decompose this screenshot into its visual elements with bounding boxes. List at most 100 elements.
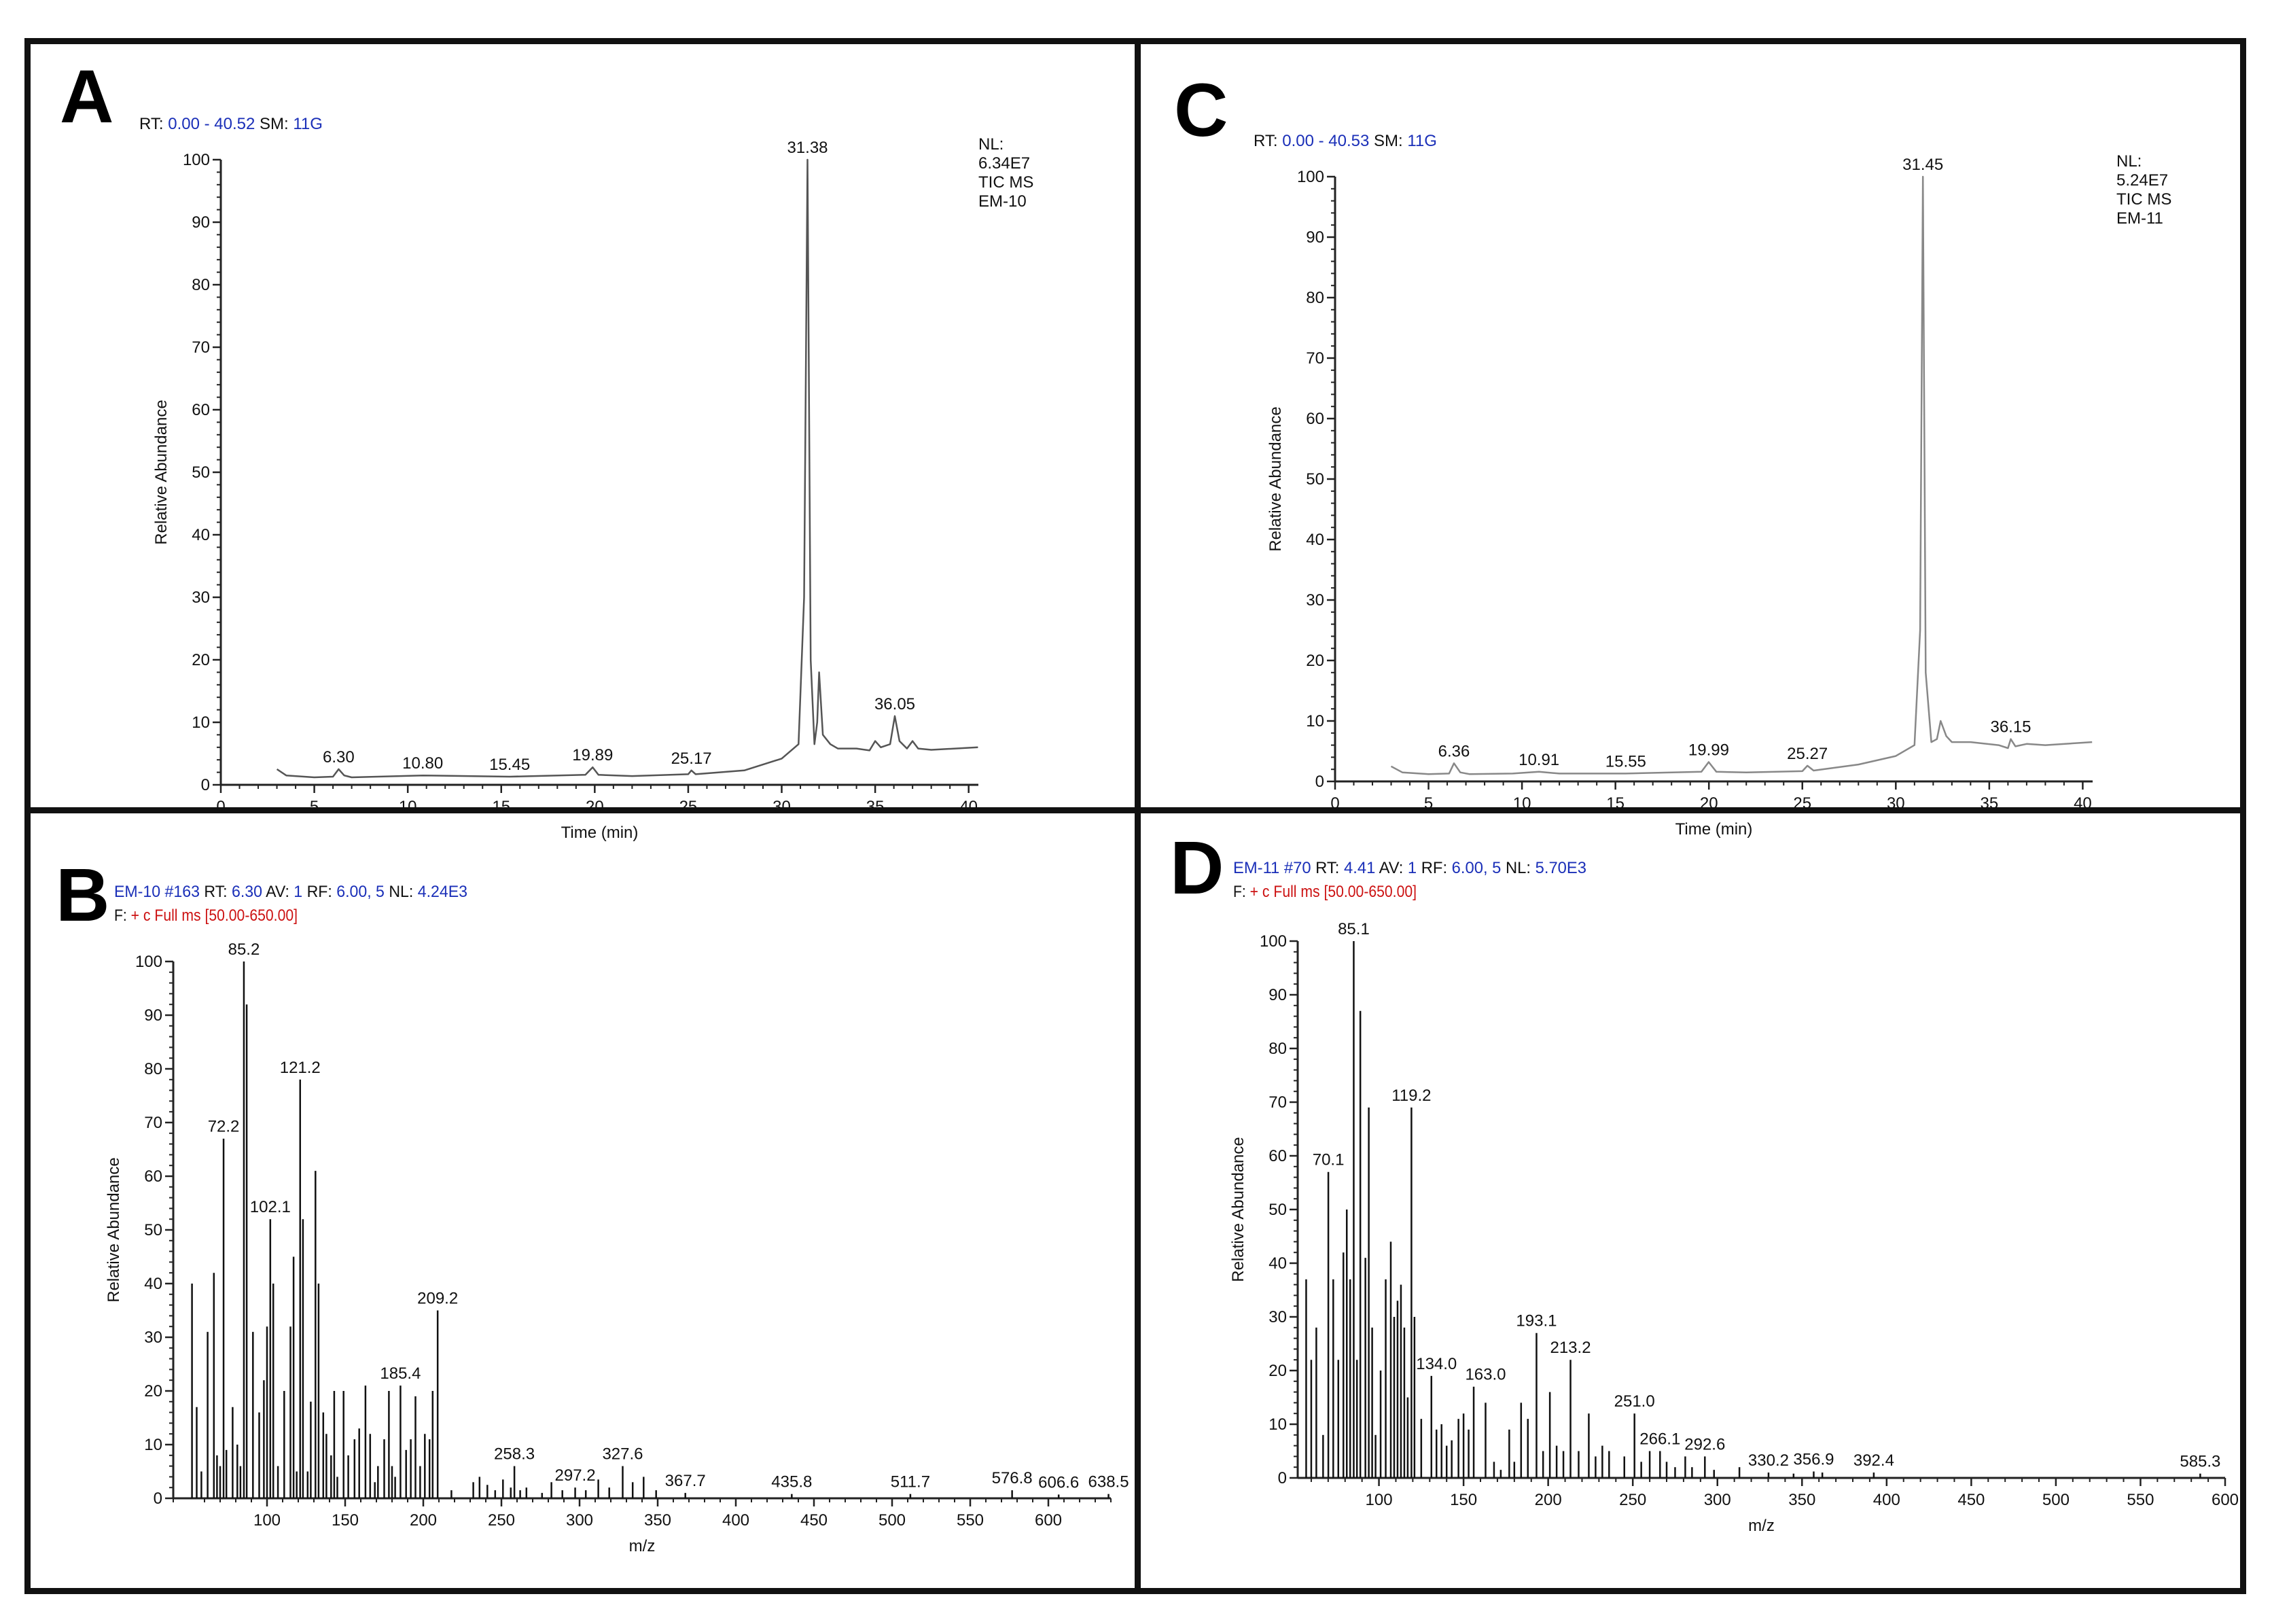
y-tick-label: 20 [1306,652,1324,670]
x-tick-label: 25 [1793,794,1811,813]
x-tick-label: 250 [488,1511,515,1530]
x-tick-label: 20 [586,798,604,816]
x-tick-label: 0 [216,798,225,816]
peak-label: 6.36 [1438,742,1470,760]
peak-label: 102.1 [250,1198,291,1216]
peak-label: 251.0 [1614,1392,1655,1411]
peak-label: 209.2 [417,1290,458,1308]
x-tick-label: 200 [1535,1491,1562,1509]
y-tick-label: 60 [144,1167,162,1186]
y-tick-label: 20 [144,1382,162,1400]
x-tick-label: 35 [866,798,885,816]
x-tick-label: 0 [1330,794,1339,813]
x-tick-label: 550 [957,1511,984,1530]
y-axis-label: Relative Abundance [152,400,171,545]
peak-label: 356.9 [1793,1451,1834,1469]
x-tick-label: 10 [399,798,417,816]
y-tick-label: 70 [192,338,210,357]
peak-label: 330.2 [1748,1451,1789,1470]
y-tick-label: 50 [144,1221,162,1239]
nl-info-line: EM-10 [978,192,1027,211]
y-tick-label: 40 [192,526,210,544]
peak-label: 36.05 [874,695,915,713]
peak-label: 511.7 [891,1473,930,1491]
x-tick-label: 600 [1035,1511,1062,1530]
peak-label: 85.1 [1338,920,1370,938]
peak-label: 193.1 [1516,1312,1557,1330]
y-tick-label: 20 [1268,1362,1287,1380]
peak-label: 25.27 [1787,745,1828,763]
mass-spectrum-panel-d: D EM-11 #70 RT: 4.41 AV: 1 RF: 6.00, 5 NL… [1170,826,2239,1535]
peak-label: 576.8 [992,1469,1033,1487]
x-tick-label: 25 [679,798,698,816]
y-tick-label: 30 [1268,1308,1287,1326]
y-tick-label: 60 [192,401,210,419]
peak-label: 72.2 [208,1118,240,1136]
nl-info-line: TIC MS [978,173,1033,192]
peak-label: 392.4 [1853,1451,1894,1470]
y-axis-label: Relative Abundance [1266,406,1285,552]
peak-label: 213.2 [1550,1339,1591,1357]
peak-label: 119.2 [1391,1087,1431,1105]
peak-label: 638.5 [1088,1473,1129,1491]
x-axis-label: m/z [1748,1517,1775,1535]
panel-letter: C [1174,69,1228,152]
tic-trace [1390,175,2093,775]
y-tick-label: 20 [192,651,210,669]
peak-label: 585.3 [2180,1453,2220,1471]
y-tick-label: 70 [144,1114,162,1132]
x-tick-label: 100 [1366,1491,1393,1509]
x-tick-label: 500 [2042,1491,2070,1509]
peak-label: 327.6 [602,1445,643,1464]
peak-label: 31.38 [787,139,828,157]
y-tick-label: 100 [1260,932,1287,951]
panel-letter: D [1170,826,1224,910]
x-tick-label: 5 [1424,794,1433,813]
y-tick-label: 80 [192,276,210,294]
nl-info-line: EM-11 [2116,209,2163,228]
peak-label: 36.15 [1990,718,2031,737]
mass-spectrum-panel-b: B EM-10 #163 RT: 6.30 AV: 1 RF: 6.00, 5 N… [56,853,1129,1555]
y-tick-label: 10 [1268,1415,1287,1434]
nl-info-line: NL: [978,135,1004,154]
y-tick-label: 0 [154,1489,162,1508]
x-tick-label: 30 [1887,794,1905,813]
x-tick-label: 300 [566,1511,593,1530]
peak-label: 185.4 [380,1364,421,1383]
nl-info-line: NL: [2116,152,2142,171]
x-tick-label: 20 [1700,794,1718,813]
peak-label: 134.0 [1416,1355,1457,1373]
nl-info-line: 6.34E7 [978,154,1030,173]
y-tick-label: 40 [1268,1254,1287,1273]
scan-header: EM-10 #163 RT: 6.30 AV: 1 RF: 6.00, 5 NL… [114,883,467,901]
x-tick-label: 15 [1606,794,1625,813]
x-tick-label: 15 [492,798,510,816]
x-axis-label: Time (min) [1675,820,1753,839]
x-tick-label: 350 [1788,1491,1815,1509]
scan-header: EM-11 #70 RT: 4.41 AV: 1 RF: 6.00, 5 NL:… [1233,859,1586,877]
x-tick-label: 400 [722,1511,749,1530]
y-tick-label: 60 [1268,1147,1287,1165]
y-tick-label: 30 [1306,591,1324,610]
y-tick-label: 100 [183,151,210,169]
x-tick-label: 350 [644,1511,671,1530]
peak-label: 15.45 [489,756,530,774]
x-tick-label: 100 [253,1511,281,1530]
x-tick-label: 150 [332,1511,359,1530]
y-tick-label: 30 [192,588,210,607]
peak-label: 297.2 [555,1466,596,1485]
y-tick-label: 50 [1306,470,1324,489]
horizontal-divider [24,807,2246,813]
panel-letter: A [60,55,113,139]
y-tick-label: 80 [1268,1040,1287,1058]
y-tick-label: 90 [144,1006,162,1025]
x-axis-label: m/z [629,1537,656,1555]
peak-label: 367.7 [665,1472,706,1490]
y-tick-label: 10 [192,713,210,732]
peak-label: 19.89 [572,746,613,764]
x-tick-label: 30 [773,798,791,816]
y-tick-label: 0 [1278,1469,1287,1487]
y-tick-label: 70 [1268,1093,1287,1112]
peak-label: 292.6 [1684,1435,1725,1453]
